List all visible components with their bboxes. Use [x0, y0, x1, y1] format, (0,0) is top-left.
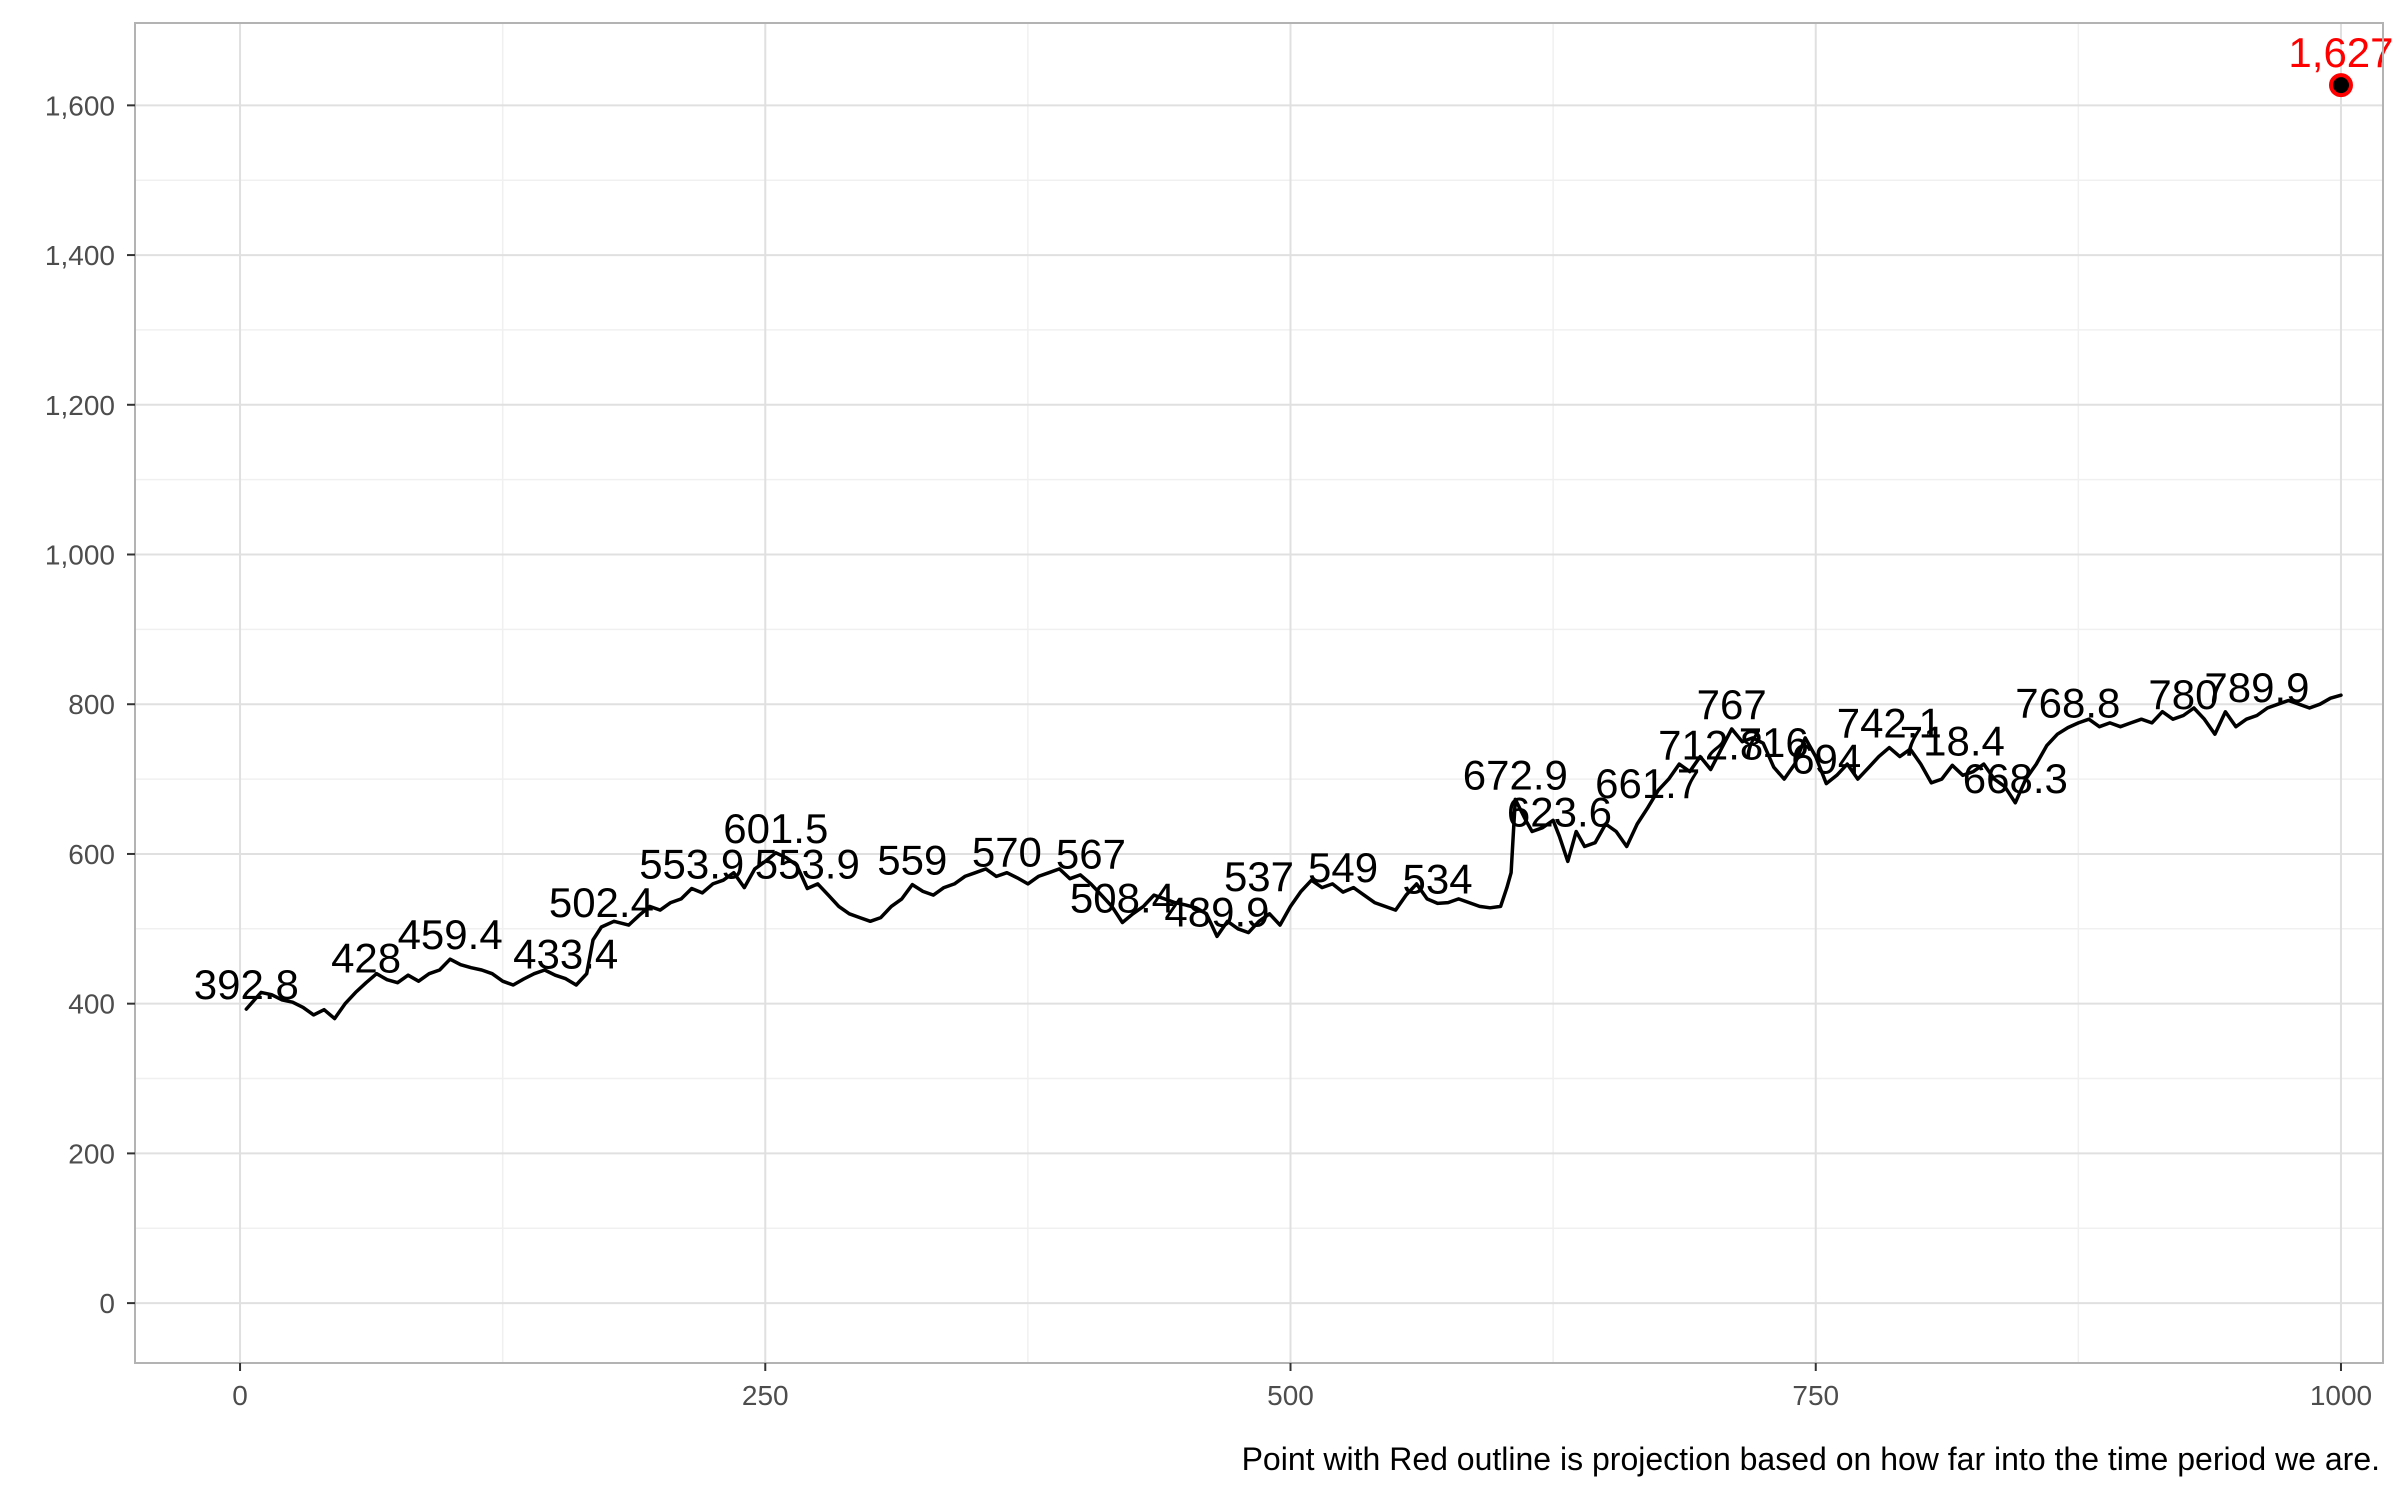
data-label: 502.4 — [549, 879, 654, 926]
x-tick-label: 250 — [742, 1380, 789, 1411]
y-tick-label: 200 — [68, 1138, 115, 1169]
chart-caption: Point with Red outline is projection bas… — [1242, 1441, 2380, 1477]
data-label: 553.9 — [755, 840, 860, 887]
data-label: 672.9 — [1463, 751, 1568, 798]
series-layer — [244, 693, 2343, 1021]
grid-minor — [135, 23, 2383, 1363]
y-tick-label: 800 — [68, 689, 115, 720]
y-tick-label: 400 — [68, 989, 115, 1020]
data-label: 768.8 — [2015, 680, 2120, 727]
data-label: 789.9 — [2204, 664, 2309, 711]
data-label: 549 — [1308, 844, 1378, 891]
axis-ticks: 0 250 500 750 1000 0 200 400 600 800 1,000 1,200 1,4… — [45, 90, 2372, 1411]
data-label: 780 — [2148, 671, 2218, 718]
data-label: 392.8 — [194, 961, 299, 1008]
data-label: 553.9 — [639, 840, 744, 887]
y-tick-label: 1,200 — [45, 390, 115, 421]
panel-border — [134, 22, 2384, 1364]
data-label: 767 — [1697, 681, 1767, 728]
data-label: 718.4 — [1900, 717, 2005, 764]
data-label: 567 — [1056, 831, 1126, 878]
series-line — [244, 693, 2343, 1021]
data-label: 623.6 — [1507, 788, 1612, 835]
data-label: 433.4 — [513, 931, 618, 978]
data-label: 534 — [1403, 855, 1473, 902]
x-tick-label: 500 — [1267, 1380, 1314, 1411]
data-label: 712.8 — [1658, 722, 1763, 769]
y-tick-label: 1,000 — [45, 540, 115, 571]
data-label: 508.4 — [1070, 875, 1175, 922]
data-label: 559 — [877, 837, 947, 884]
data-label: 694 — [1791, 736, 1861, 783]
x-tick-label: 1000 — [2310, 1380, 2372, 1411]
data-label: 668.3 — [1963, 755, 2068, 802]
y-tick-label: 600 — [68, 839, 115, 870]
data-label: 601.5 — [723, 805, 828, 852]
y-tick-label: 1,400 — [45, 240, 115, 271]
projection-point — [2328, 73, 2353, 98]
data-label: 459.4 — [398, 911, 503, 958]
data-label: 489.9 — [1164, 888, 1269, 935]
x-tick-label: 0 — [232, 1380, 248, 1411]
projection-label: 1,627 — [2288, 29, 2393, 76]
data-label: 537 — [1224, 853, 1294, 900]
projection-layer: 1,627 — [2288, 29, 2394, 98]
grid-major — [135, 23, 2383, 1363]
data-label: 742.1 — [1837, 700, 1942, 747]
data-label: 661.7 — [1595, 760, 1700, 807]
data-label: 428 — [331, 935, 401, 982]
data-label: 716 — [1739, 719, 1809, 766]
data-label: 570 — [972, 828, 1042, 875]
x-tick-label: 750 — [1792, 1380, 1839, 1411]
y-tick-label: 0 — [99, 1288, 115, 1319]
y-tick-label: 1,600 — [45, 90, 115, 121]
